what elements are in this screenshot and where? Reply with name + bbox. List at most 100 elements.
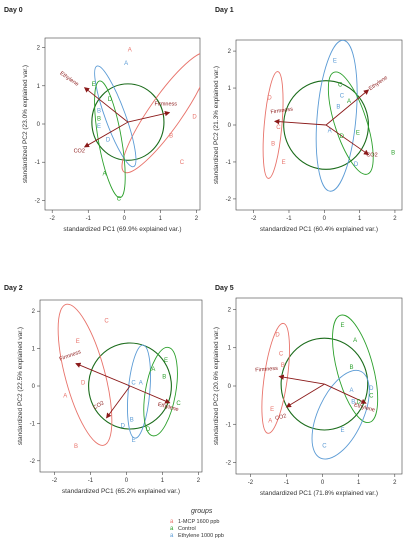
y-axis-label: standardized PC2 (21.3% explained var.): [213, 66, 220, 184]
x-tick-label: 2: [195, 216, 199, 222]
point-control: D: [146, 427, 151, 433]
point-control: C: [369, 394, 374, 400]
loading-label: Firmness: [270, 106, 293, 115]
correlation-circle: [88, 342, 172, 430]
loading-label: Ethylene: [353, 402, 375, 413]
x-axis-label: standardized PC1 (60.4% explained var.): [260, 226, 378, 233]
x-tick-label: 2: [197, 478, 201, 484]
y-tick-label: 0: [228, 123, 232, 129]
loading-label: Firmness: [154, 102, 177, 108]
loading-label: Ethylene: [368, 75, 389, 92]
correlation-circle: [280, 337, 369, 431]
legend-label-ethylene: Ethylene 1000 ppb: [178, 533, 224, 539]
point-control: A: [151, 367, 155, 373]
loading-label: Ethylene: [157, 402, 179, 413]
legend-item-ethylene: a Ethylene 1000 ppb: [170, 533, 224, 539]
x-tick-label: -2: [52, 478, 58, 484]
point-mcp: C: [279, 351, 284, 357]
x-tick-label: 1: [159, 216, 163, 222]
point-mcp: C: [104, 319, 109, 325]
panel-0: Day 0 -2 -1 0 1 2 -2 -1 0 1 2 standardized PC1 (69.…: [4, 7, 201, 233]
panel-title: Day 1: [215, 7, 234, 14]
point-mcp: C: [276, 125, 281, 131]
legend-key-mcp: a: [170, 519, 174, 525]
y-tick-label: 2: [37, 46, 41, 52]
point-control: A: [102, 172, 106, 178]
legend-item-mcp: a 1-MCP 1600 ppb: [170, 519, 219, 525]
point-control: B: [349, 365, 353, 371]
loading-label: CO2: [93, 400, 106, 411]
point-mcp: B: [271, 141, 275, 147]
point-mcp: A: [268, 418, 272, 424]
plot-frame: [235, 39, 403, 211]
loading-arrow: [285, 383, 325, 408]
point-control: E: [92, 82, 96, 88]
y-tick-label: 1: [37, 84, 41, 90]
panel-title: Day 0: [4, 7, 23, 14]
x-tick-label: 0: [321, 480, 325, 486]
loading-arrow: [83, 87, 129, 123]
loading-arrow: [325, 89, 370, 126]
loading-arrow: [127, 110, 171, 123]
loading-label: Firmness: [255, 366, 278, 374]
ellipse-control: [143, 346, 178, 437]
loading-label: CO2: [275, 413, 287, 422]
legend-key-control: a: [170, 526, 174, 532]
point-ethylene: C: [340, 93, 345, 99]
point-ethylene: D: [121, 423, 126, 429]
x-axis-label: standardized PC1 (65.2% explained var.): [62, 488, 180, 495]
ellipse-mcp: [121, 51, 200, 174]
point-mcp: E: [270, 407, 274, 413]
y-tick-label: 2: [228, 307, 232, 313]
point-control: A: [347, 99, 351, 105]
x-tick-label: 2: [393, 480, 397, 486]
point-control: B: [162, 375, 166, 381]
y-tick-label: -2: [30, 459, 36, 465]
point-control: C: [176, 401, 181, 407]
y-tick-label: -2: [226, 197, 232, 203]
point-ethylene: D: [354, 162, 359, 168]
point-control: C: [338, 82, 343, 88]
x-axis-label: standardized PC1 (69.9% explained var.): [63, 226, 181, 233]
loading-arrow: [278, 374, 325, 385]
point-mcp: A: [128, 47, 132, 53]
point-control: D: [340, 134, 345, 140]
point-ethylene: A: [139, 380, 143, 386]
point-mcp: D: [81, 380, 86, 386]
loading-label: CO2: [74, 149, 85, 155]
legend-key-ethylene: a: [170, 533, 174, 539]
ellipse-ethylene: [315, 40, 358, 192]
y-axis-label: standardized PC2 (20.6% explained var.): [213, 327, 220, 445]
point-ethylene: E: [333, 58, 337, 64]
y-tick-label: -2: [35, 198, 41, 204]
point-mcp: E: [282, 160, 286, 166]
y-tick-label: 1: [32, 347, 36, 353]
ellipse-ethylene: [127, 344, 151, 439]
y-tick-label: 0: [37, 122, 41, 128]
y-tick-label: 2: [32, 309, 36, 315]
x-axis-label: standardized PC1 (71.8% explained var.): [260, 490, 378, 497]
x-tick-label: -2: [50, 216, 56, 222]
ellipse-ethylene: [94, 65, 137, 168]
y-tick-label: 1: [228, 86, 232, 92]
x-tick-label: 1: [357, 480, 361, 486]
point-ethylene: A: [349, 388, 353, 394]
point-control: B: [391, 151, 395, 157]
point-mcp: A: [63, 393, 67, 399]
x-tick-label: -1: [86, 216, 92, 222]
point-control: C: [117, 197, 122, 203]
ellipse-control: [332, 314, 379, 424]
point-ethylene: D: [106, 137, 111, 143]
x-tick-label: 0: [125, 478, 129, 484]
ellipse-mcp: [262, 71, 284, 179]
ellipse-mcp: [57, 303, 113, 446]
point-ethylene: A: [328, 129, 332, 135]
point-ethylene: B: [130, 418, 134, 424]
point-control: A: [353, 338, 357, 344]
point-ethylene: D: [369, 386, 374, 392]
panel-3: Day 5 -2 -1 0 1 2 -2 -1 0 1 2 standardized PC1 (71.…: [213, 285, 403, 497]
loading-label: Firmness: [59, 349, 83, 362]
ellipse-ethylene: [311, 369, 370, 460]
point-ethylene: C: [131, 380, 136, 386]
